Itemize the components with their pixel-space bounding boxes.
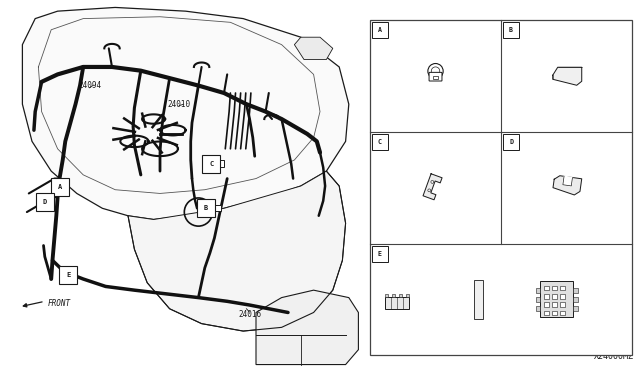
Bar [197,199,215,217]
Text: BRACKET: BRACKET [419,227,452,236]
Bar [543,294,549,299]
Bar [406,295,409,298]
Bar [503,134,519,150]
Bar [474,280,483,319]
Bar [536,288,540,293]
Text: 25410+A: 25410+A [540,248,571,255]
Bar [552,286,557,291]
Text: E: E [378,251,382,257]
Text: COVER-CONN: COVER-CONN [543,227,590,236]
Text: 25410U: 25410U [383,248,410,255]
Bar [573,288,578,293]
FancyBboxPatch shape [429,73,442,81]
Bar [202,205,221,211]
Bar [540,282,573,317]
Text: B: B [509,28,513,33]
Text: D: D [43,199,47,205]
Bar [385,295,388,298]
Bar [543,311,549,315]
Bar [560,302,566,307]
Bar [503,22,519,38]
Text: E: E [67,272,70,278]
Bar [552,311,557,315]
Bar [36,193,54,211]
Bar [543,286,549,291]
Bar [392,295,395,298]
Bar [560,311,566,315]
Bar [372,22,388,38]
Bar [573,306,578,311]
Bar [372,134,388,150]
Bar [385,298,409,310]
Polygon shape [22,7,349,219]
Text: A: A [378,28,382,33]
Bar [60,266,77,283]
Text: CLIP: CLIP [426,116,445,125]
Text: C: C [378,139,382,145]
Bar [543,302,549,307]
Text: 24094: 24094 [78,81,101,90]
Bar [560,294,566,299]
Text: A: A [58,184,61,190]
Polygon shape [256,290,358,365]
Text: PROTR-HARN: PROTR-HARN [543,116,590,125]
Text: 24313M: 24313M [465,248,492,255]
Text: 24010E: 24010E [392,25,420,34]
Bar [51,178,68,196]
Polygon shape [423,174,442,200]
Text: 24345: 24345 [523,137,547,145]
Bar [552,302,557,307]
Polygon shape [553,67,582,85]
Bar [536,297,540,302]
Bar [573,297,578,302]
Polygon shape [128,171,346,331]
Polygon shape [563,176,572,186]
Bar [202,155,220,173]
Bar [536,306,540,311]
Bar [552,294,557,299]
Polygon shape [553,176,582,195]
Polygon shape [294,37,333,60]
Text: FRONT: FRONT [48,299,71,308]
Text: 24016: 24016 [238,310,261,319]
Bar [372,246,388,262]
Bar [370,20,632,355]
Text: X24000MZ: X24000MZ [593,352,634,361]
Text: C: C [209,161,213,167]
Text: B: B [204,205,208,211]
Bar [560,286,566,291]
Text: 24010: 24010 [168,100,191,109]
Text: D: D [509,139,513,145]
Bar [205,160,224,167]
Bar [433,76,438,79]
Text: 24271C: 24271C [523,25,551,34]
Text: 24136QA: 24136QA [392,137,424,145]
Bar [399,295,402,298]
